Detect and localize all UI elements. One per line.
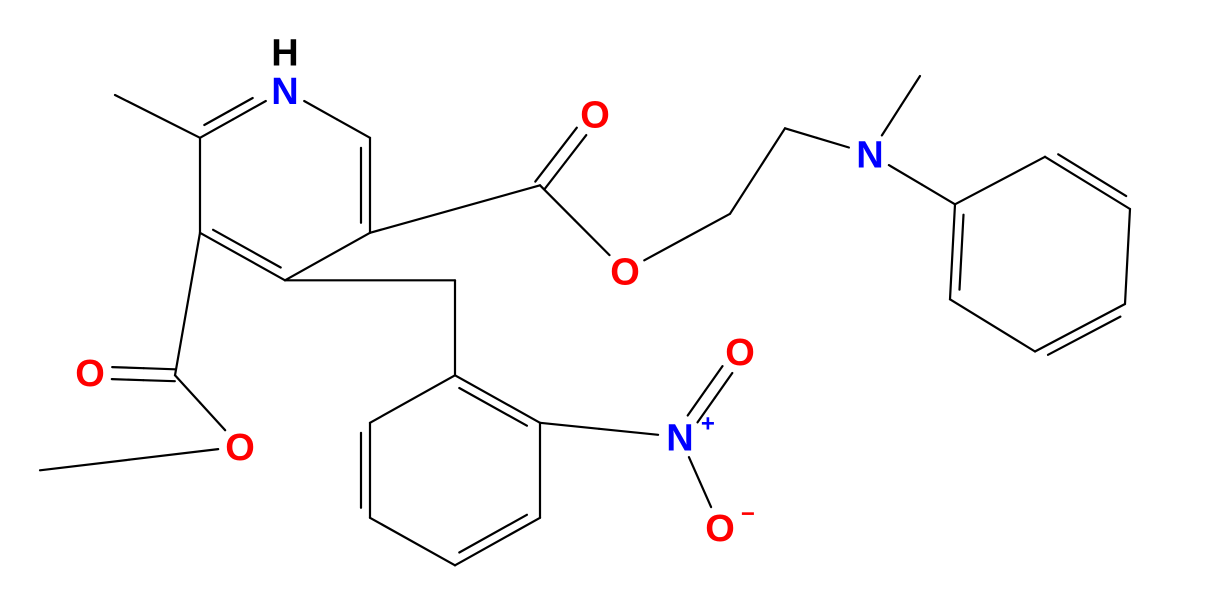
atom-O: O bbox=[75, 353, 105, 395]
molecule-diagram: NHONOOOON+O− bbox=[0, 0, 1217, 593]
atom-N: N bbox=[271, 71, 298, 113]
atom-O: O bbox=[705, 508, 735, 550]
atom-O: O bbox=[225, 427, 255, 469]
bond-layer bbox=[40, 76, 1130, 565]
atom-O: O bbox=[725, 332, 755, 374]
charge-label: − bbox=[741, 501, 755, 528]
atom-N: N bbox=[856, 135, 883, 177]
atom-O: O bbox=[580, 95, 610, 137]
atom-H: H bbox=[271, 33, 298, 75]
atom-layer: NHONOOOON+O− bbox=[75, 33, 884, 550]
charge-label: + bbox=[701, 410, 715, 437]
atom-O: O bbox=[610, 251, 640, 293]
atom-N: N bbox=[666, 418, 693, 460]
